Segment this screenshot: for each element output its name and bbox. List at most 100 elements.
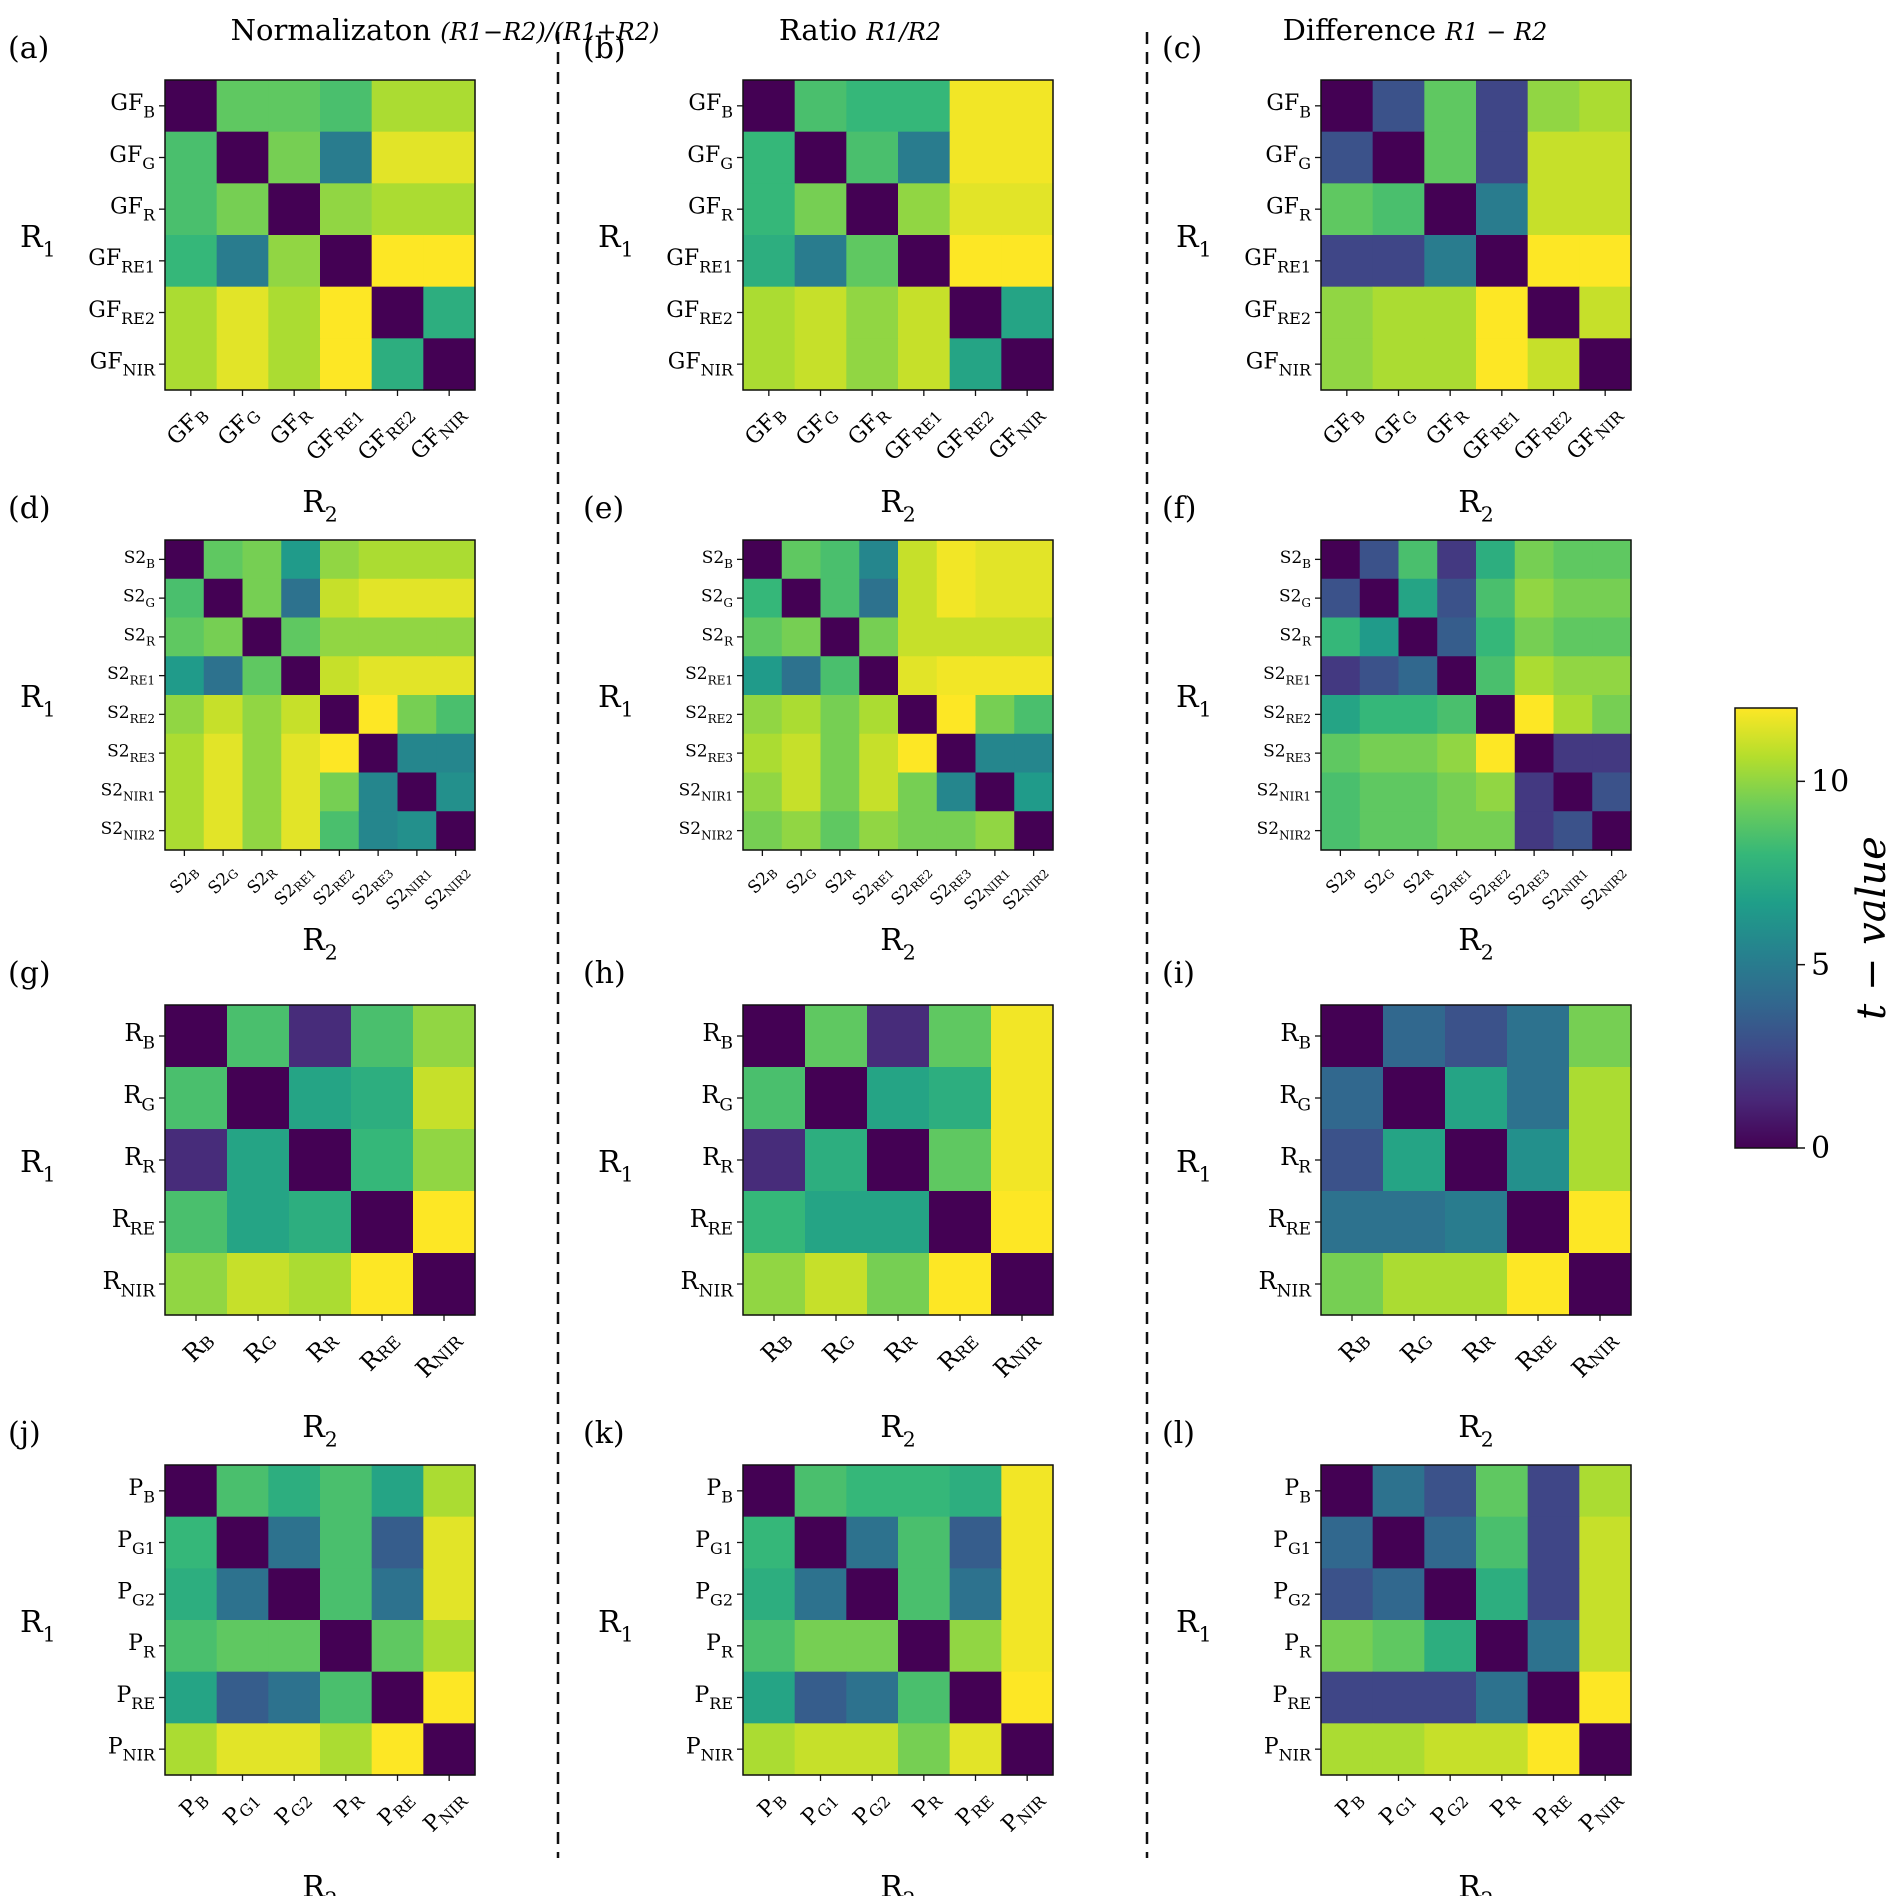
heatmap-cell bbox=[1383, 1253, 1446, 1316]
heatmap-cell bbox=[975, 733, 1015, 774]
heatmap-cell bbox=[1445, 1005, 1508, 1068]
y-tick-label: GFRE1 bbox=[88, 246, 155, 276]
heatmap-cell bbox=[1592, 695, 1632, 735]
heatmap-cell bbox=[1321, 1465, 1374, 1518]
heatmap-cell bbox=[1507, 1129, 1570, 1192]
heatmap-cell bbox=[423, 80, 476, 133]
heatmap-cell bbox=[423, 1516, 476, 1569]
heatmap-cell bbox=[743, 1465, 796, 1518]
heatmap-cell bbox=[268, 286, 321, 339]
heatmap-cell bbox=[268, 131, 321, 184]
heatmap-cell bbox=[216, 1620, 269, 1673]
x-tick-label: GFG bbox=[214, 401, 265, 452]
heatmap-cell bbox=[1001, 1723, 1054, 1776]
heatmap-cell bbox=[1592, 656, 1632, 696]
heatmap-cell bbox=[436, 695, 476, 735]
y-tick-label: S2NIR2 bbox=[679, 819, 733, 842]
heatmap-cell bbox=[1014, 811, 1054, 851]
heatmap-cell bbox=[397, 695, 437, 735]
heatmap-cell bbox=[1527, 1568, 1580, 1621]
heatmap-cell bbox=[898, 183, 951, 236]
heatmap-cell bbox=[1424, 338, 1477, 391]
x-tick-label: GFRE2 bbox=[1510, 401, 1576, 467]
heatmap-cell bbox=[898, 617, 938, 657]
heatmap-cell bbox=[867, 1129, 930, 1192]
heatmap-cell bbox=[423, 1465, 476, 1518]
heatmap-cell bbox=[371, 1465, 424, 1518]
heatmap-cell bbox=[820, 617, 860, 657]
heatmap-cell bbox=[1321, 183, 1374, 236]
heatmap-cell bbox=[1445, 1253, 1508, 1316]
heatmap-frame bbox=[164, 539, 476, 851]
heatmap-cell bbox=[805, 1005, 868, 1068]
heatmap-cell bbox=[423, 1671, 476, 1724]
heatmap-cell bbox=[165, 1620, 218, 1673]
heatmap-cell bbox=[165, 1005, 228, 1068]
heatmap-cell bbox=[1398, 695, 1438, 735]
heatmap-cell bbox=[794, 1465, 847, 1518]
heatmap-cell bbox=[1321, 772, 1361, 812]
heatmap-cell bbox=[165, 183, 218, 236]
heatmap-cell bbox=[1398, 578, 1438, 619]
heatmap-cell bbox=[1476, 617, 1516, 657]
heatmap-cell bbox=[743, 1253, 806, 1316]
heatmap-cell bbox=[371, 1568, 424, 1621]
heatmap-cell bbox=[413, 1253, 476, 1316]
y-tick-label: GFRE2 bbox=[1244, 298, 1311, 328]
heatmap-cell bbox=[975, 656, 1015, 696]
heatmap-cell bbox=[216, 286, 269, 339]
y-tick-label: S2RE3 bbox=[1263, 742, 1311, 765]
heatmap-cell bbox=[1437, 695, 1477, 735]
heatmap-cell bbox=[320, 695, 360, 735]
heatmap-cell bbox=[1372, 338, 1425, 391]
y-tick-label: S2B bbox=[702, 548, 733, 571]
heatmap-cell bbox=[1424, 235, 1477, 288]
heatmap-cell bbox=[743, 80, 796, 133]
y-tick-label: RNIR bbox=[103, 1267, 157, 1302]
heatmap-cell bbox=[1553, 656, 1593, 696]
x-tick-label: PB bbox=[753, 1786, 791, 1824]
y-tick-label: S2NIR1 bbox=[1257, 780, 1311, 803]
x-tick-label: GFNIR bbox=[406, 401, 472, 467]
heatmap-cell bbox=[743, 1191, 806, 1254]
heatmap-cell bbox=[165, 540, 205, 580]
x-tick-label: RRE bbox=[354, 1326, 405, 1377]
x-tick-label: S2G bbox=[782, 862, 819, 899]
heatmap-cell bbox=[1476, 1723, 1529, 1776]
heatmap-cell bbox=[1321, 1005, 1384, 1068]
heatmap-cell bbox=[165, 1191, 228, 1254]
heatmap-cell bbox=[898, 338, 951, 391]
heatmap-cell bbox=[929, 1253, 992, 1316]
x-axis-label: R2 bbox=[1458, 923, 1494, 965]
heatmap-cell bbox=[1476, 811, 1516, 851]
y-tick-label: S2B bbox=[124, 548, 155, 571]
heatmap-cell bbox=[898, 80, 951, 133]
y-tick-label: RB bbox=[1280, 1019, 1311, 1054]
heatmap-cell bbox=[1579, 1723, 1632, 1776]
heatmap-cell bbox=[397, 578, 437, 619]
column-title-1: Normalizaton (R1−R2)/(R1+R2) bbox=[231, 13, 660, 47]
heatmap-cell bbox=[820, 811, 860, 851]
panel-letter: (i) bbox=[1162, 956, 1195, 991]
heatmap-cell bbox=[846, 286, 899, 339]
heatmap-cell bbox=[165, 1253, 228, 1316]
heatmap-cell bbox=[1437, 578, 1477, 619]
panel-letter: (b) bbox=[583, 31, 626, 66]
x-tick-label: RNIR bbox=[1566, 1325, 1625, 1384]
x-tick-label: PG1 bbox=[1375, 1786, 1421, 1832]
y-tick-label: S2R bbox=[123, 625, 155, 648]
heatmap-frame bbox=[742, 1464, 1054, 1776]
heatmap-cell bbox=[1014, 695, 1054, 735]
heatmap-cell bbox=[929, 1191, 992, 1254]
y-tick-label: S2RE3 bbox=[107, 742, 155, 765]
heatmap-cell bbox=[320, 540, 360, 580]
heatmap-cell bbox=[1321, 695, 1361, 735]
heatmap-cell bbox=[1014, 540, 1054, 580]
x-axis-label: R2 bbox=[302, 923, 338, 965]
y-tick-label: RR bbox=[1280, 1143, 1312, 1178]
heatmap-cell bbox=[794, 286, 847, 339]
heatmap-cell bbox=[1424, 1516, 1477, 1569]
